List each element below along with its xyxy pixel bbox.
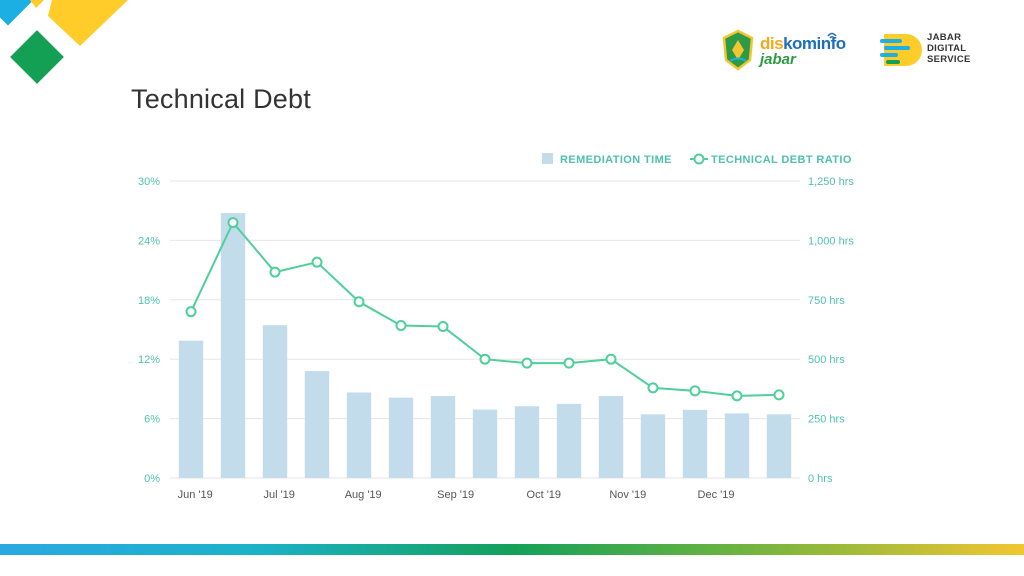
left-axis-tick-label: 0% — [144, 473, 160, 485]
bar — [598, 396, 624, 478]
ratio-point — [353, 296, 365, 308]
right-axis-tick-label: 1,000 hrs — [808, 235, 854, 247]
ratio-point — [395, 320, 407, 332]
west-java-emblem-icon — [722, 29, 754, 71]
ratio-point — [563, 357, 575, 369]
right-axis-tick-label: 1,250 hrs — [808, 176, 854, 188]
bar — [430, 396, 456, 478]
logo-text-dis: dis — [760, 34, 784, 53]
diskominfo-logo: diskominfo jabar — [720, 28, 850, 72]
bar — [262, 325, 288, 478]
x-axis-ticks: Jun '19 Jul '19 Aug '19 Sep '19 Oct '19 Nov '… — [178, 489, 735, 501]
technical-debt-chart: 0% 6% 12% 18% 24% 30% 0 hrs 250 hrs 500 hrs 750 … — [138, 153, 854, 501]
x-axis-tick-label: Nov '19 — [609, 489, 646, 501]
x-axis-tick-label: Jun '19 — [178, 489, 213, 501]
ratio-point — [269, 266, 281, 278]
bar — [346, 392, 372, 478]
yellow-shape-small — [30, 0, 44, 8]
bar — [178, 340, 204, 478]
ratio-point — [521, 357, 533, 369]
right-axis-tick-label: 750 hrs — [808, 295, 845, 307]
jds-line-2: DIGITAL — [927, 43, 967, 54]
bar — [472, 409, 498, 478]
bar-series — [178, 213, 792, 479]
bar — [388, 397, 414, 478]
left-axis-tick-label: 24% — [138, 235, 160, 247]
legend-bar-label: REMEDIATION TIME — [560, 154, 672, 166]
jds-line-3: SERVICE — [927, 54, 971, 65]
ratio-point — [731, 390, 743, 402]
logo-text-jabar: jabar — [760, 51, 796, 68]
left-axis-tick-label: 30% — [138, 176, 160, 188]
ratio-point — [605, 353, 617, 365]
page-title: Technical Debt — [131, 84, 311, 114]
x-axis-tick-label: Sep '19 — [437, 489, 474, 501]
blue-diamond — [0, 0, 34, 26]
left-axis-tick-label: 12% — [138, 354, 160, 366]
ratio-point — [647, 382, 659, 394]
legend-bar-swatch — [542, 153, 553, 164]
x-axis-tick-label: Jul '19 — [263, 489, 294, 501]
bar — [640, 414, 666, 478]
ratio-point — [689, 385, 701, 397]
ratio-point — [185, 306, 197, 318]
footer-gradient-bar — [0, 544, 1024, 555]
jds-mark-icon — [880, 34, 922, 66]
jabar-digital-service-logo: JABAR DIGITAL SERVICE — [880, 28, 990, 72]
right-axis-tick-label: 0 hrs — [808, 473, 833, 485]
bar — [556, 403, 582, 478]
ratio-point — [479, 353, 491, 365]
x-axis-tick-label: Oct '19 — [527, 489, 562, 501]
bar — [724, 413, 750, 478]
bar — [682, 409, 708, 478]
right-axis-ticks: 0 hrs 250 hrs 500 hrs 750 hrs 1,000 hrs 1,250… — [808, 176, 854, 485]
ratio-point — [437, 321, 449, 333]
left-axis-ticks: 0% 6% 12% 18% 24% 30% — [138, 176, 160, 485]
bar — [766, 414, 792, 478]
yellow-shape — [48, 0, 128, 46]
bar — [304, 371, 330, 478]
legend: REMEDIATION TIME TECHNICAL DEBT RATIO — [542, 153, 852, 166]
ratio-point — [773, 389, 785, 401]
jds-line-1: JABAR — [927, 32, 962, 43]
corner-decoration — [0, 0, 128, 84]
x-axis-tick-label: Dec '19 — [698, 489, 735, 501]
bar — [220, 213, 246, 479]
legend-line-marker — [693, 153, 705, 165]
ratio-point — [311, 256, 323, 268]
x-axis-tick-label: Aug '19 — [345, 489, 382, 501]
wifi-icon — [827, 32, 837, 39]
ratio-point — [227, 217, 239, 229]
green-diamond — [10, 30, 64, 84]
line-series — [185, 217, 785, 402]
left-axis-tick-label: 6% — [144, 414, 160, 426]
logo-text-kominfo: kominfo — [783, 34, 846, 53]
bar — [514, 406, 540, 478]
left-axis-tick-label: 18% — [138, 295, 160, 307]
legend-line-label: TECHNICAL DEBT RATIO — [711, 154, 852, 166]
right-axis-tick-label: 500 hrs — [808, 354, 845, 366]
right-axis-tick-label: 250 hrs — [808, 414, 845, 426]
